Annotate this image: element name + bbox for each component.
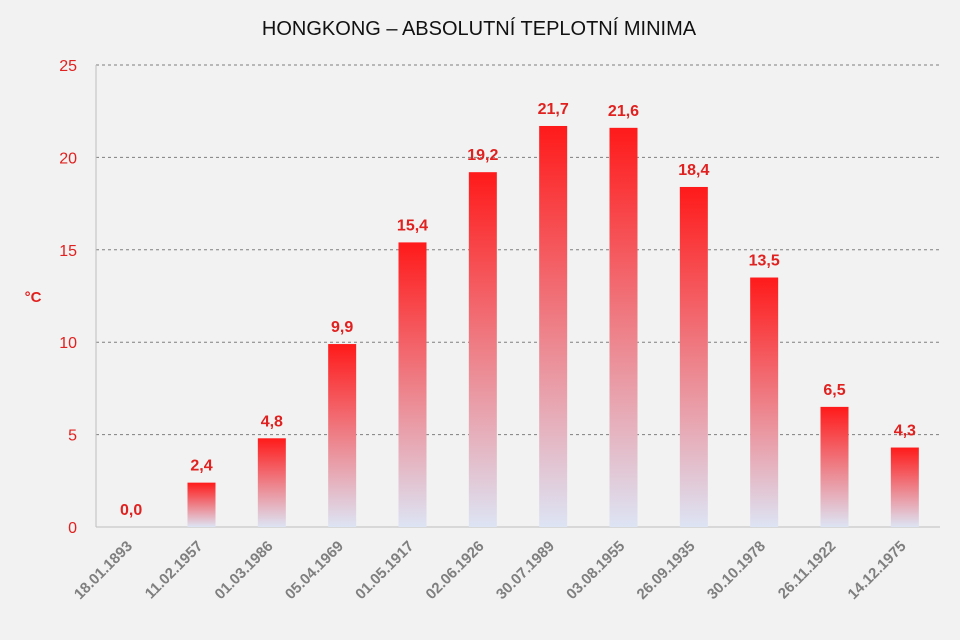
x-tick-label: 26.09.1935 <box>634 538 699 603</box>
bar <box>890 447 919 527</box>
bar <box>187 482 216 527</box>
bar <box>539 125 568 527</box>
bar <box>820 406 849 527</box>
data-labels: 0,0 2,4 4,8 9,9 15,4 19,2 21,7 21,6 18,4 13,5 6,5 4… <box>120 101 916 519</box>
bar <box>679 186 708 527</box>
chart-title: HONGKONG – ABSOLUTNÍ TEPLOTNÍ MINIMA <box>262 17 697 40</box>
x-tick-label: 05.04.1969 <box>282 538 347 603</box>
y-axis-label: °C <box>25 289 42 306</box>
y-tick-label: 5 <box>68 428 77 445</box>
bar <box>398 242 427 527</box>
data-label: 6,5 <box>823 382 845 399</box>
data-label: 18,4 <box>678 162 709 179</box>
data-label: 13,5 <box>749 253 780 270</box>
data-label: 21,7 <box>538 101 569 118</box>
data-label: 0,0 <box>120 502 142 519</box>
x-tick-label: 03.08.1955 <box>563 538 628 603</box>
x-tick-label: 30.10.1978 <box>704 538 769 603</box>
data-label: 21,6 <box>608 103 639 120</box>
x-tick-label: 18.01.1893 <box>71 538 136 603</box>
data-label: 19,2 <box>467 147 498 164</box>
y-tick-label: 20 <box>59 150 77 167</box>
data-label: 15,4 <box>397 217 428 234</box>
bar <box>257 438 286 527</box>
x-tick-label: 11.02.1957 <box>142 538 207 603</box>
bars <box>187 125 919 527</box>
x-tick-label: 01.03.1986 <box>212 538 277 603</box>
bar <box>328 344 357 527</box>
bar <box>609 127 638 527</box>
data-label: 9,9 <box>331 319 353 336</box>
y-tick-label: 10 <box>59 335 77 352</box>
data-label: 4,3 <box>894 423 916 440</box>
y-tick-label: 0 <box>68 520 77 537</box>
x-axis-ticks: 18.01.1893 11.02.1957 01.03.1986 05.04.1969… <box>71 538 910 603</box>
x-tick-label: 30.07.1989 <box>493 538 558 603</box>
data-label: 2,4 <box>190 458 212 475</box>
y-axis-ticks: 0 5 10 15 20 25 <box>59 58 77 537</box>
grid-lines <box>96 64 940 528</box>
bar <box>750 277 779 527</box>
x-tick-label: 02.06.1926 <box>423 538 488 603</box>
x-tick-label: 14.12.1975 <box>845 538 910 603</box>
y-tick-label: 25 <box>59 58 77 75</box>
x-tick-label: 01.05.1917 <box>352 538 417 603</box>
data-label: 4,8 <box>261 413 283 430</box>
bar <box>468 172 497 527</box>
x-tick-label: 26.11.1922 <box>775 538 840 603</box>
y-tick-label: 15 <box>59 243 77 260</box>
